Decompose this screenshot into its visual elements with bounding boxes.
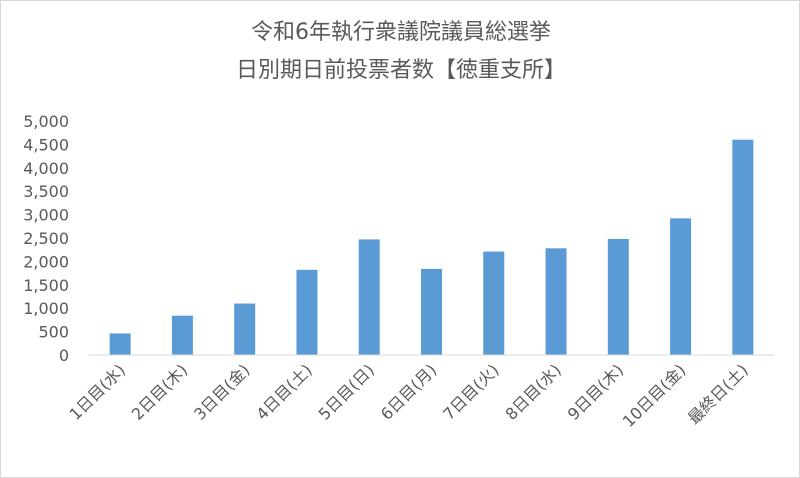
bar [732,139,754,355]
x-tick-label: 4日目(土) [252,360,315,423]
x-tick-label: 5日目(日) [315,360,378,423]
chart-title-line-1: 令和6年執行衆議院議員総選挙 [251,20,551,45]
bar [296,269,318,355]
y-tick-label: 3,000 [23,206,69,225]
y-tick-label: 1,500 [23,276,69,295]
bar [483,251,505,355]
bar [607,238,629,355]
x-tick-label: 6日目(月) [377,360,440,423]
bar-series [109,139,754,355]
bar [109,333,131,355]
x-tick-label: 7日目(火) [439,360,502,423]
y-tick-label: 2,500 [23,229,69,248]
y-tick-label: 4,500 [23,135,69,154]
y-tick-label: 1,000 [23,299,69,318]
x-tick-label: 3日目(金) [190,360,253,423]
x-tick-label: 2日目(木) [128,360,191,423]
bar [358,239,380,355]
bar [171,315,193,355]
y-axis: 0 500 1,000 1,500 2,000 2,500 3,000 3,500 4,000 4… [23,112,69,365]
bar [234,303,256,355]
x-tick-label: 9日目(木) [564,360,627,423]
bar [545,248,567,355]
y-tick-label: 0 [59,346,69,365]
x-tick-label: 1日目(水) [66,360,129,423]
bar [421,268,442,355]
y-tick-label: 3,500 [23,182,69,201]
x-tick-label: 10日目(金) [619,360,690,431]
x-axis: 1日目(水)2日目(木)3日目(金)4日目(土)5日目(日)6日目(月)7日目(… [66,360,752,431]
y-tick-label: 5,000 [23,112,69,131]
y-tick-label: 500 [38,323,69,342]
y-tick-label: 4,000 [23,159,69,178]
x-tick-label: 8日目(水) [501,360,564,423]
bar [670,218,692,355]
x-tick-label: 最終日(土) [684,360,752,428]
y-tick-label: 2,000 [23,252,69,271]
chart-title-line-2: 日別期日前投票者数【徳重支所】 [236,58,566,83]
chart-title: 令和6年執行衆議院議員総選挙 日別期日前投票者数【徳重支所】 [236,20,566,83]
